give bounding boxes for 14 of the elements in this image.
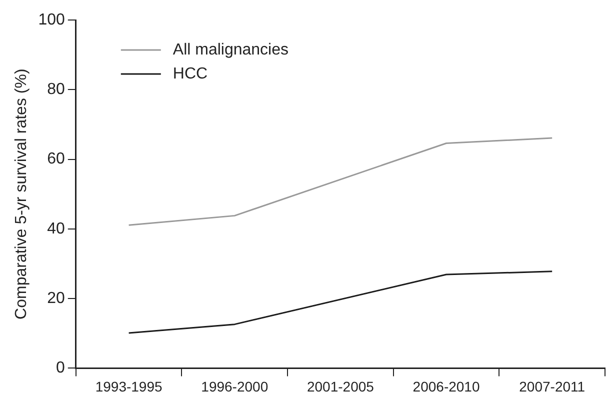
y-tick-label: 0 — [56, 360, 65, 377]
x-tick-label: 1993-1995 — [95, 378, 162, 394]
y-tick-label: 100 — [38, 11, 65, 28]
y-tick-label: 80 — [47, 81, 65, 98]
y-tick-label: 60 — [47, 150, 65, 168]
y-axis-title: Comparative 5-yr survival rates (%) — [13, 68, 30, 320]
x-tick-label: 1996-2000 — [201, 378, 268, 394]
y-tick-label: 20 — [47, 290, 65, 307]
x-tick-label: 2007-2011 — [519, 378, 586, 394]
legend-label: HCC — [172, 65, 208, 82]
x-tick-label: 2001-2005 — [306, 378, 374, 394]
y-tick-label: 40 — [47, 220, 65, 238]
x-tick-label: 2006-2010 — [412, 378, 480, 394]
legend-label: All malignancies — [172, 41, 289, 58]
